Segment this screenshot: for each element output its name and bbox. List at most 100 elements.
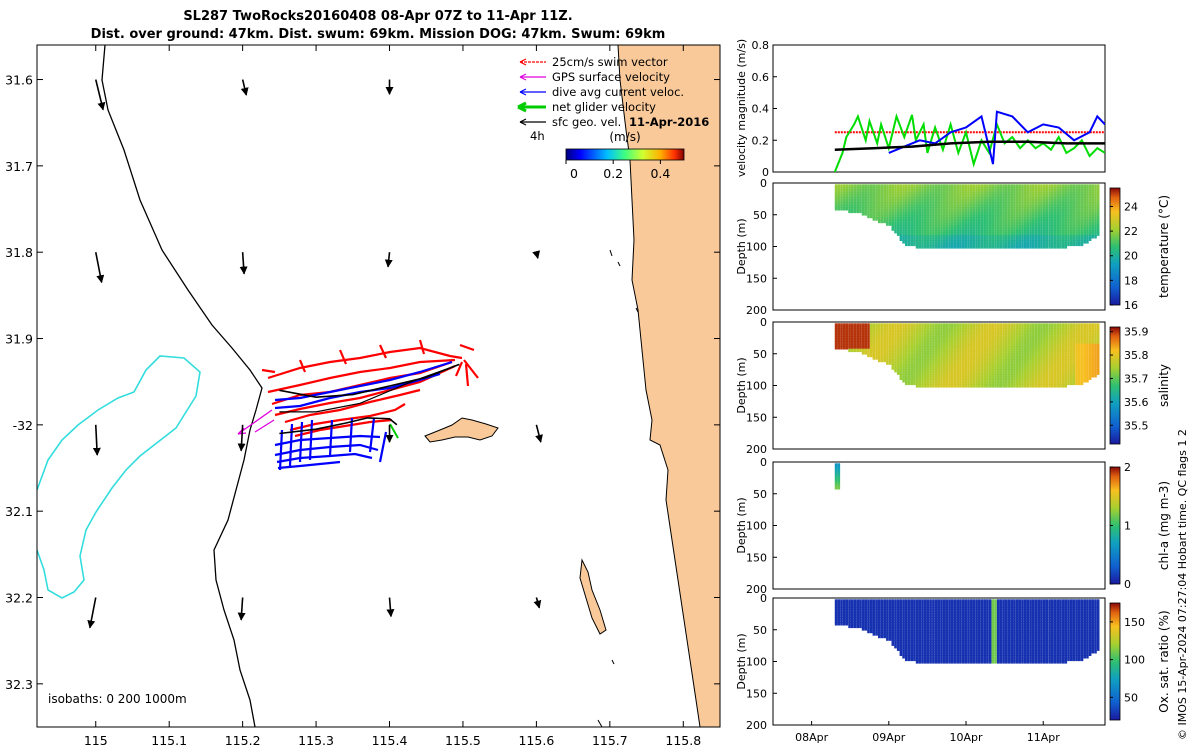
section-cell xyxy=(905,629,908,634)
section-cell xyxy=(1007,199,1011,203)
track-leg-1 xyxy=(279,363,460,399)
section-cell xyxy=(1034,237,1038,241)
section-cell xyxy=(951,207,954,211)
section-cell xyxy=(929,184,932,188)
section-cell xyxy=(880,325,884,330)
section-cell xyxy=(1045,366,1049,370)
section-cell xyxy=(915,207,919,211)
section-cell xyxy=(1013,217,1016,221)
section-cell xyxy=(969,222,973,226)
section-cell xyxy=(878,328,881,332)
section-cell xyxy=(1023,328,1027,332)
section-cell xyxy=(896,614,900,618)
section-cell xyxy=(1010,371,1013,375)
section-cell xyxy=(853,325,857,330)
section-cell xyxy=(1086,202,1089,206)
section-cell xyxy=(953,381,957,386)
section-cell xyxy=(869,197,873,201)
section-cell xyxy=(999,353,1003,358)
section-cell xyxy=(967,348,970,353)
section-cell xyxy=(983,217,986,221)
section-cell xyxy=(964,379,968,383)
section-cell xyxy=(994,369,997,373)
section-cell xyxy=(875,627,878,631)
section-cell xyxy=(934,204,938,208)
section-cell xyxy=(1086,369,1089,373)
section-cell xyxy=(1015,204,1019,208)
section-cell xyxy=(842,207,846,211)
section-cell xyxy=(1088,191,1092,196)
section-cell xyxy=(1088,194,1092,198)
section-cell xyxy=(1086,219,1089,224)
section-cell xyxy=(1048,237,1051,241)
section-cell xyxy=(888,361,892,365)
section-cell xyxy=(891,363,895,368)
section-cell xyxy=(929,323,932,327)
section-cell xyxy=(918,207,922,211)
section-cell xyxy=(937,351,941,355)
section-cell xyxy=(1086,323,1089,327)
section-cell xyxy=(1059,191,1062,196)
section-cell xyxy=(1064,189,1068,193)
section-cell xyxy=(1002,235,1005,239)
section-cell xyxy=(883,604,886,608)
section-cell xyxy=(1015,336,1019,340)
section-cell xyxy=(1091,325,1095,330)
section-cell xyxy=(1086,336,1089,340)
section-cell xyxy=(888,212,892,216)
section-cell xyxy=(1032,207,1035,211)
section-cell xyxy=(905,376,908,380)
section-cell xyxy=(859,189,862,193)
section-cell xyxy=(1007,212,1011,216)
section-cell xyxy=(1067,219,1070,224)
section-cell xyxy=(834,486,838,490)
section-cell xyxy=(1032,336,1035,340)
section-cell xyxy=(845,204,849,208)
section-cell xyxy=(905,328,908,332)
section-cell xyxy=(926,224,930,229)
section-cell xyxy=(1096,194,1100,198)
section-cell xyxy=(980,230,984,234)
section-cell xyxy=(934,379,938,383)
section-cell xyxy=(1037,343,1040,347)
section-cell xyxy=(1053,230,1057,234)
section-cell xyxy=(837,622,841,626)
section-cell xyxy=(942,186,946,191)
section-cell xyxy=(937,209,941,214)
section-cell xyxy=(1010,379,1013,383)
section-cell xyxy=(867,202,870,206)
section-cell xyxy=(869,330,873,335)
map-xtick-label: 115 xyxy=(84,733,108,748)
section-cell xyxy=(888,186,892,191)
section-cell xyxy=(1005,323,1008,327)
section-cell xyxy=(915,629,919,634)
section-cell xyxy=(1026,325,1030,330)
section-cell xyxy=(934,325,938,330)
section-cell xyxy=(853,624,857,629)
section-cell xyxy=(875,199,878,203)
section-cell xyxy=(913,336,916,340)
section-cell xyxy=(1053,379,1057,383)
section-cell xyxy=(980,336,984,340)
section-cell xyxy=(1013,358,1016,363)
section-cell xyxy=(1078,232,1081,236)
section-cell xyxy=(951,371,954,375)
section-cell xyxy=(932,227,935,231)
section-cell xyxy=(929,237,932,241)
section-cell xyxy=(1005,341,1008,345)
geo-vector-arrow xyxy=(384,252,393,268)
section-cell xyxy=(988,366,992,370)
section-cell xyxy=(1059,338,1062,342)
section-cell xyxy=(842,323,846,327)
section-cell xyxy=(875,609,878,613)
section-cell xyxy=(937,371,941,375)
section-cell xyxy=(964,358,968,363)
section-cell xyxy=(1010,336,1013,340)
section-cell xyxy=(913,624,916,629)
section-cell xyxy=(969,212,973,216)
section-cell xyxy=(996,328,1000,332)
section-cell xyxy=(959,204,962,208)
section-cell xyxy=(891,622,895,626)
section-cell xyxy=(1032,219,1035,224)
section-cell xyxy=(899,619,903,623)
